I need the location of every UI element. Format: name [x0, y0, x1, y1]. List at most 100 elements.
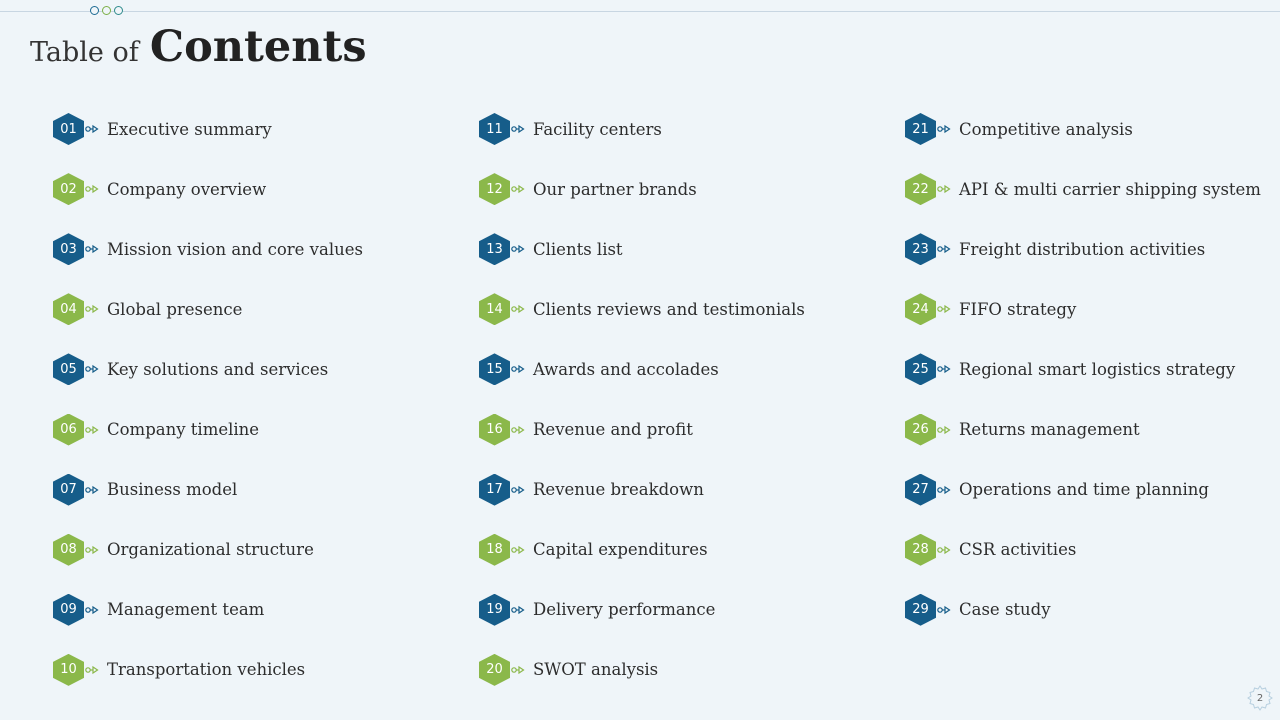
pointer-arrow-icon [511, 364, 525, 374]
top-divider [0, 11, 1280, 12]
toc-item[interactable]: 12 Our partner brands [479, 173, 697, 206]
toc-item[interactable]: 19 Delivery performance [479, 593, 716, 626]
pointer-arrow-icon [511, 244, 525, 254]
pointer-arrow-icon [937, 545, 951, 555]
pointer-arrow-icon [937, 184, 951, 194]
hexagon-number-badge: 01 [53, 113, 84, 145]
hexagon-number-badge: 26 [905, 413, 936, 446]
toc-item[interactable]: 17 Revenue breakdown [479, 473, 704, 506]
toc-item[interactable]: 25 Regional smart logistics strategy [905, 353, 1236, 386]
toc-item[interactable]: 04 Global presence [53, 293, 243, 326]
pointer-arrow-icon [85, 545, 99, 555]
toc-item[interactable]: 18 Capital expenditures [479, 533, 708, 566]
toc-item[interactable]: 05 Key solutions and services [53, 353, 329, 386]
toc-item[interactable]: 21 Competitive analysis [905, 113, 1133, 145]
toc-item[interactable]: 08 Organizational structure [53, 533, 314, 566]
page-number: 2 [1246, 684, 1274, 712]
pointer-arrow-icon [511, 605, 525, 615]
dot-icon [114, 6, 123, 15]
toc-item-label: Regional smart logistics strategy [959, 359, 1236, 379]
hexagon-number-badge: 06 [53, 413, 84, 446]
toc-item-label: Key solutions and services [107, 359, 329, 379]
gear-icon [1247, 685, 1273, 711]
toc-item[interactable]: 09 Management team [53, 593, 264, 626]
hexagon-number-badge: 02 [53, 173, 84, 206]
toc-item[interactable]: 03 Mission vision and core values [53, 233, 363, 266]
toc-item-label: Company overview [107, 179, 267, 199]
pointer-arrow-icon [85, 124, 99, 134]
toc-item[interactable]: 06 Company timeline [53, 413, 259, 446]
hexagon-number-badge: 12 [479, 173, 510, 206]
toc-item-label: FIFO strategy [959, 299, 1077, 319]
hexagon-number-badge: 17 [479, 473, 510, 506]
hexagon-number-badge: 07 [53, 473, 84, 506]
toc-item[interactable]: 22 API & multi carrier shipping system [905, 173, 1261, 206]
pointer-arrow-icon [937, 605, 951, 615]
toc-item[interactable]: 23 Freight distribution activities [905, 233, 1206, 266]
pointer-arrow-icon [85, 665, 99, 675]
toc-item[interactable]: 02 Company overview [53, 173, 267, 206]
toc-item-label: Executive summary [107, 119, 272, 139]
hexagon-number-badge: 22 [905, 173, 936, 206]
hexagon-number-badge: 10 [53, 653, 84, 686]
pointer-arrow-icon [85, 364, 99, 374]
toc-item[interactable]: 14 Clients reviews and testimonials [479, 293, 805, 326]
hexagon-number-badge: 29 [905, 593, 936, 626]
toc-item[interactable]: 27 Operations and time planning [905, 473, 1209, 506]
toc-item[interactable]: 13 Clients list [479, 233, 623, 266]
page-number-text: 2 [1256, 692, 1264, 704]
pointer-arrow-icon [511, 545, 525, 555]
hexagon-number-badge: 24 [905, 293, 936, 326]
toc-item-label: Freight distribution activities [959, 239, 1206, 259]
hexagon-number-badge: 15 [479, 353, 510, 386]
toc-item-label: Operations and time planning [959, 480, 1209, 500]
toc-item[interactable]: 15 Awards and accolades [479, 353, 719, 386]
toc-item-label: Our partner brands [533, 179, 697, 199]
toc-item[interactable]: 10 Transportation vehicles [53, 653, 305, 686]
pointer-arrow-icon [937, 425, 951, 435]
pointer-arrow-icon [937, 244, 951, 254]
toc-item-label: Revenue and profit [533, 420, 693, 439]
toc-item[interactable]: 29 Case study [905, 593, 1051, 626]
hexagon-number-badge: 21 [905, 113, 936, 145]
hexagon-number-badge: 13 [479, 233, 510, 266]
hexagon-number-badge: 20 [479, 653, 510, 686]
hexagon-number-badge: 05 [53, 353, 84, 386]
pointer-arrow-icon [937, 304, 951, 314]
toc-item[interactable]: 28 CSR activities [905, 533, 1077, 566]
hexagon-number-badge: 23 [905, 233, 936, 266]
toc-item-label: Global presence [107, 299, 243, 319]
toc-item[interactable]: 26 Returns management [905, 413, 1140, 446]
toc-item-label: Case study [959, 600, 1051, 620]
hexagon-number-badge: 19 [479, 593, 510, 626]
pointer-arrow-icon [85, 244, 99, 254]
pointer-arrow-icon [937, 364, 951, 374]
toc-item-label: API & multi carrier shipping system [959, 179, 1261, 199]
toc-item[interactable]: 07 Business model [53, 473, 237, 506]
title-main: Contents [149, 22, 367, 72]
hexagon-number-badge: 08 [53, 533, 84, 566]
hexagon-number-badge: 25 [905, 353, 936, 386]
toc-item[interactable]: 11 Facility centers [479, 113, 662, 145]
hexagon-number-badge: 04 [53, 293, 84, 326]
pointer-arrow-icon [937, 485, 951, 495]
toc-item[interactable]: 20 SWOT analysis [479, 653, 658, 686]
hexagon-number-badge: 11 [479, 113, 510, 145]
dot-icon [90, 6, 99, 15]
page-title: Table of Contents [30, 22, 367, 72]
toc-item[interactable]: 24 FIFO strategy [905, 293, 1077, 326]
pointer-arrow-icon [511, 425, 525, 435]
toc-item-label: Clients list [533, 239, 623, 259]
toc-item-label: Awards and accolades [533, 359, 719, 379]
hexagon-number-badge: 16 [479, 413, 510, 446]
toc-item-label: Capital expenditures [533, 540, 708, 560]
toc-item-label: Returns management [959, 420, 1140, 439]
toc-item[interactable]: 16 Revenue and profit [479, 413, 693, 446]
toc-item[interactable]: 01 Executive summary [53, 113, 272, 145]
hexagon-number-badge: 14 [479, 293, 510, 326]
toc-item-label: CSR activities [959, 540, 1077, 560]
pointer-arrow-icon [937, 124, 951, 134]
pointer-arrow-icon [511, 485, 525, 495]
toc-item-label: Delivery performance [533, 600, 716, 620]
toc-item-label: Competitive analysis [959, 119, 1133, 139]
